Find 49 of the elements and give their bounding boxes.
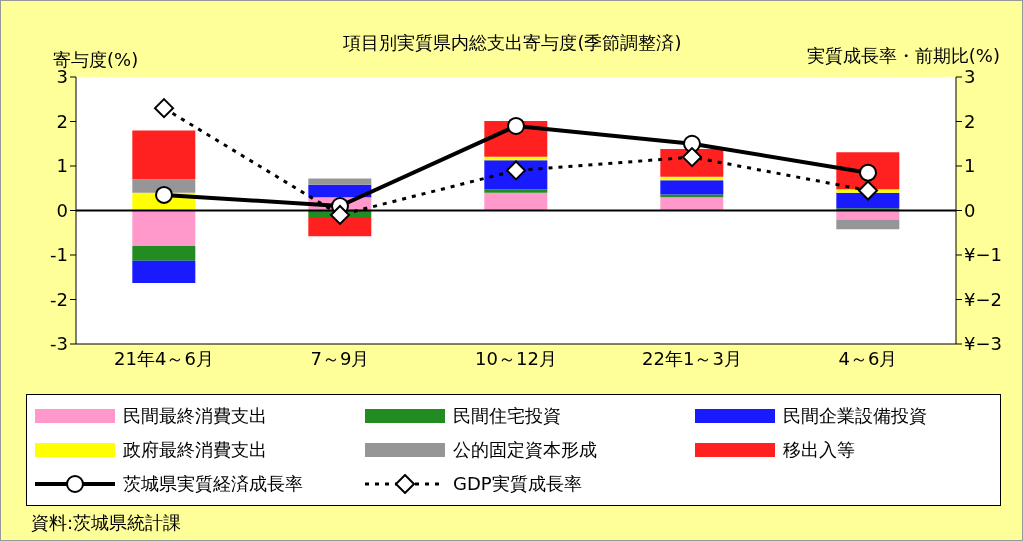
text: 資料:茨城県統計課 — [31, 511, 182, 535]
point — [507, 116, 525, 135]
bar — [484, 192, 548, 211]
y2-tick-label: ¥−3 — [964, 333, 1002, 355]
legend-label: 茨城県実質経済成長率 — [123, 472, 303, 496]
legend-label: GDP実質成長率 — [453, 472, 582, 496]
bar — [132, 260, 196, 284]
y-tick-label: 0 — [56, 199, 68, 221]
bar — [836, 219, 900, 230]
y2-tick-label: ¥−1 — [964, 244, 1002, 266]
chart-title: 項目別実質県内総支出寄与度(季節調整済) — [343, 32, 682, 53]
y2-tick-label: 1 — [964, 155, 976, 177]
bar — [484, 189, 548, 193]
legend-label: 公的固定資本形成 — [453, 438, 597, 462]
bar — [660, 197, 724, 211]
y2-tick-label: 0 — [964, 199, 976, 221]
y-axis-title: 寄与度(%) — [53, 48, 139, 70]
y-tick-label: -1 — [50, 244, 68, 266]
y-tick-label: 2 — [56, 110, 68, 132]
bar — [132, 246, 196, 261]
bar — [308, 184, 372, 198]
y-tick-label: -2 — [50, 288, 68, 310]
legend-label: 民間住宅投資 — [453, 404, 561, 428]
legend-label: 民間最終消費支出 — [123, 404, 267, 428]
legend-label: 政府最終消費支出 — [123, 438, 267, 462]
y2-tick-label: 3 — [964, 66, 976, 88]
x-tick-label: 10～12月 — [475, 347, 557, 369]
y2-tick-label: ¥−2 — [964, 288, 1002, 310]
point — [154, 98, 174, 119]
x-tick-label: 7～9月 — [310, 347, 370, 369]
y-tick-label: -3 — [50, 333, 68, 355]
point — [155, 185, 173, 204]
bar — [132, 130, 196, 180]
bar — [132, 210, 196, 247]
legend-label: 民間企業設備投資 — [783, 404, 927, 428]
bar — [836, 192, 900, 209]
x-tick-label: 22年1～3月 — [642, 347, 742, 369]
bar — [308, 218, 372, 237]
point — [330, 204, 350, 225]
bar — [660, 194, 724, 198]
x-tick-label: 4～6月 — [838, 347, 898, 369]
bar — [660, 180, 724, 195]
legend-label: 移出入等 — [783, 438, 855, 462]
y2-tick-label: 2 — [964, 110, 976, 132]
x-tick-label: 21年4～6月 — [114, 347, 214, 369]
y-tick-label: 1 — [56, 155, 68, 177]
bar — [308, 178, 372, 185]
y2-axis-title: 実質成長率・前期比(%) — [806, 44, 1000, 68]
point — [858, 180, 878, 201]
